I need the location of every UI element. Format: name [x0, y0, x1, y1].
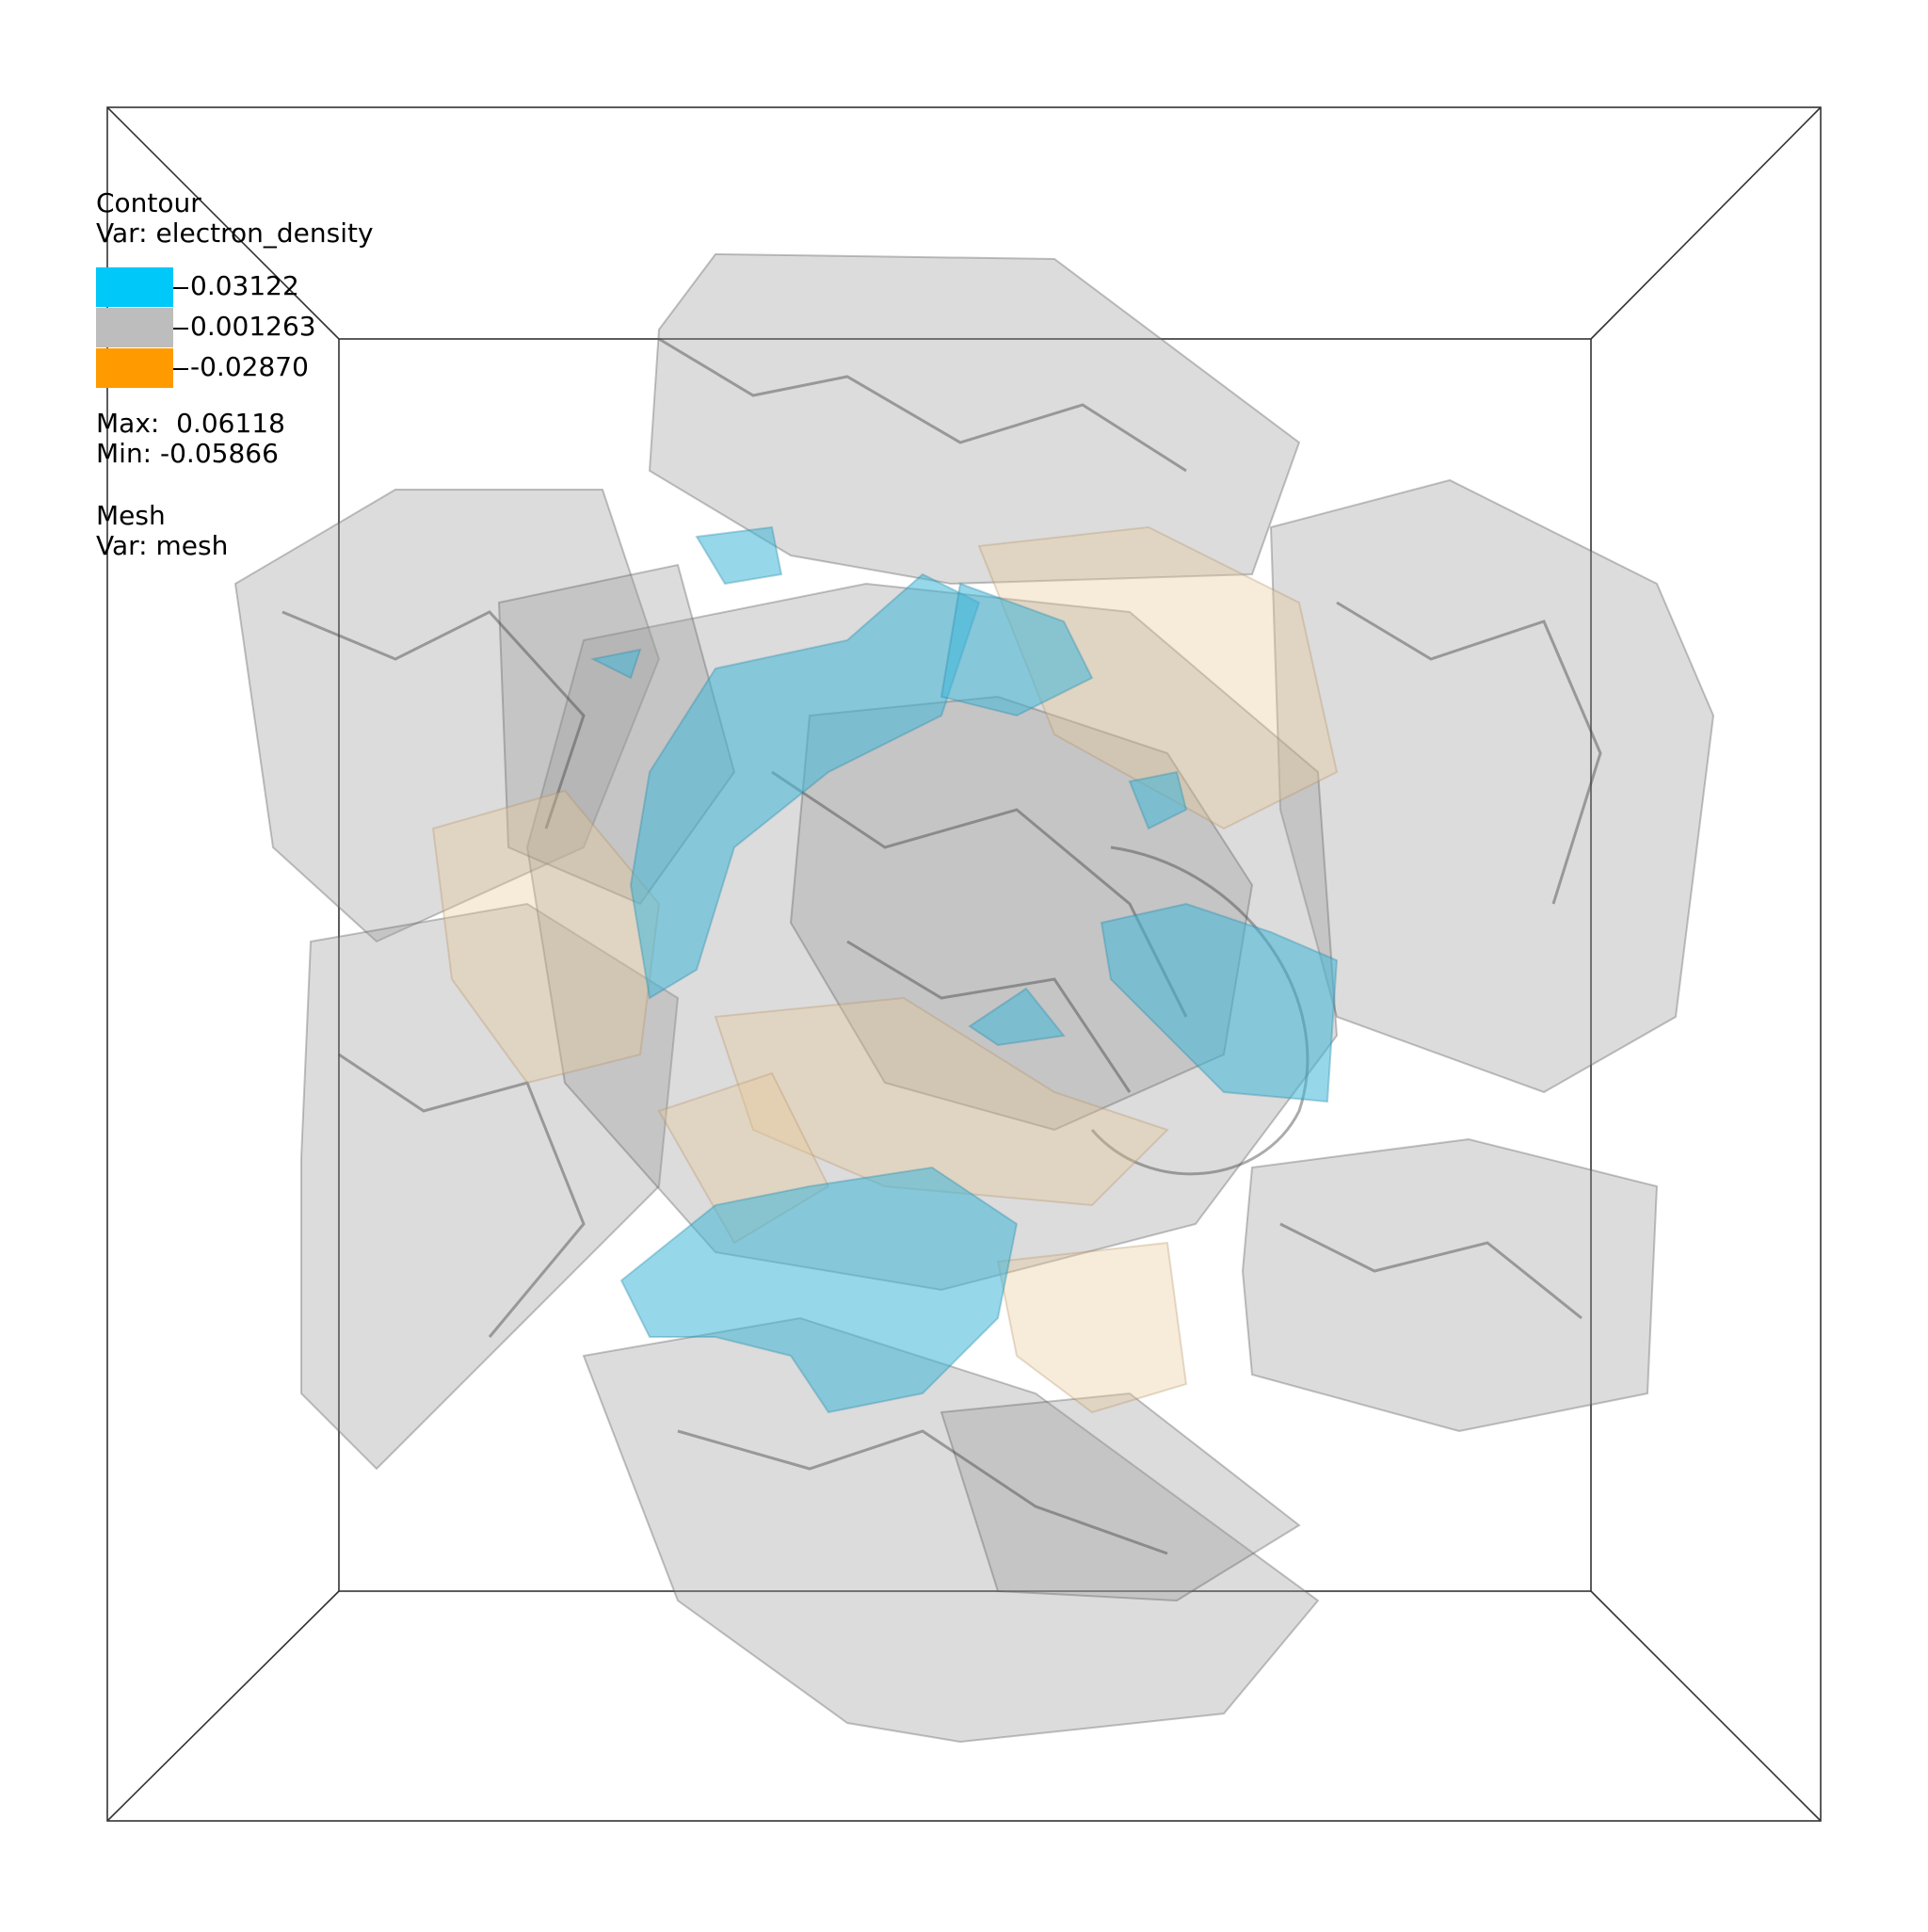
- orange-isosurface: [431, 525, 1339, 1414]
- legend-tick: [173, 368, 188, 370]
- gray-isosurface: [233, 252, 1715, 1744]
- max-value-label: Max: 0.06118: [96, 408, 285, 439]
- contour-level-swatch: [96, 267, 173, 307]
- contour-level-1: 0.03122: [96, 267, 416, 307]
- contour-level-2: 0.001263: [96, 308, 416, 347]
- blue-isosurface: [589, 525, 1339, 1414]
- contour-level-list: 0.03122 0.001263 -0.02870: [96, 267, 374, 409]
- contour-level-3: -0.02870: [96, 348, 416, 388]
- contour-plot-title: Contour: [96, 187, 201, 218]
- mesh-box-front-face: [106, 106, 1822, 1822]
- legend-tick: [173, 328, 188, 330]
- min-value-label: Min: -0.05866: [96, 438, 279, 469]
- legend-tick: [173, 287, 188, 289]
- contour-level-swatch: [96, 348, 173, 388]
- contour-level-value: 0.001263: [190, 311, 316, 342]
- contour-level-value: -0.02870: [190, 351, 309, 382]
- mesh-variable-label: Var: mesh: [96, 530, 229, 561]
- contour-variable-label: Var: electron_density: [96, 217, 374, 249]
- mesh-box-edges: [106, 106, 1822, 1822]
- contour-level-value: 0.03122: [190, 270, 299, 301]
- mesh-plot-title: Mesh: [96, 500, 166, 531]
- plot-legend: Contour Var: electron_density 0.03122 0.…: [96, 188, 374, 561]
- contour-level-swatch: [96, 308, 173, 347]
- mesh-box-back-face: [338, 338, 1592, 1592]
